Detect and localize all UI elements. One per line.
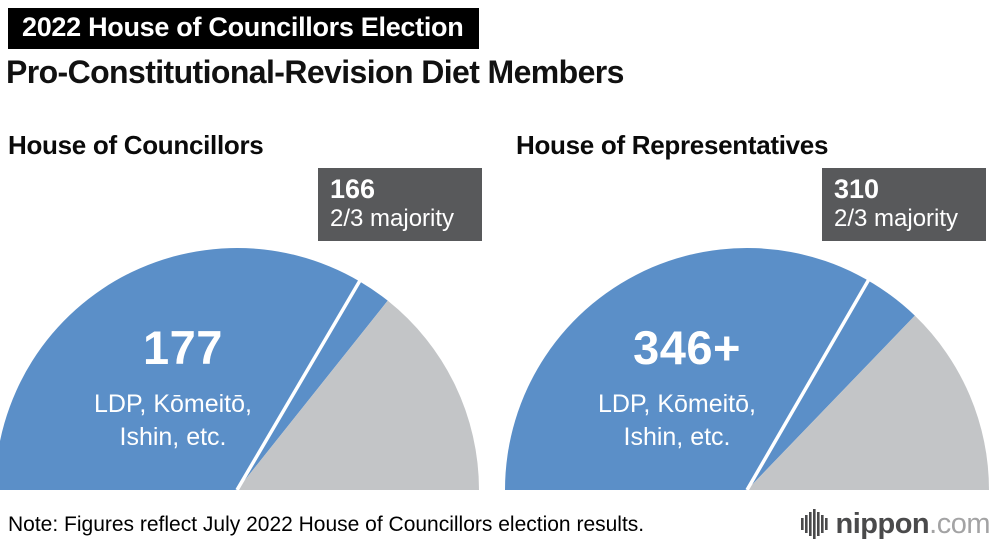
majority-callout-councillors: 166 2/3 majority [318, 168, 482, 241]
footnote: Note: Figures reflect July 2022 House of… [8, 513, 645, 536]
soundwave-bars-icon [800, 509, 828, 539]
page-title: Pro-Constitutional-Revision Diet Members [6, 54, 624, 90]
majority-label: 2/3 majority [330, 205, 455, 233]
segment-pro-revision [505, 248, 915, 490]
majority-callout-representatives: 310 2/3 majority [822, 168, 986, 241]
nippon-com-logo: nippon.com [800, 505, 990, 543]
segment-other [747, 315, 989, 490]
majority-label: 2/3 majority [834, 205, 959, 233]
chart-title-councillors: House of Councillors [8, 130, 264, 160]
semicircle-chart-representatives [505, 233, 989, 491]
majority-line [235, 234, 388, 491]
logo-name: nippon [835, 507, 930, 540]
majority-value: 310 [834, 174, 880, 204]
value-label-representatives: 346+ [562, 320, 812, 375]
group-label-representatives: LDP, Kōmeitō, Ishin, etc. [598, 390, 756, 451]
value-label-councillors: 177 [58, 320, 308, 375]
pro-revision-count: 346+ [633, 321, 741, 374]
top-banner: 2022 House of Councillors Election [8, 8, 480, 49]
majority-value: 166 [330, 174, 376, 204]
segment-pro-revision [0, 248, 388, 490]
group-label-councillors: LDP, Kōmeitō, Ishin, etc. [94, 390, 252, 451]
chart-title-representatives: House of Representatives [516, 130, 829, 160]
pro-revision-count: 177 [143, 321, 223, 374]
majority-line [745, 233, 897, 491]
segment-other [237, 300, 479, 490]
logo-tld: .com [929, 507, 990, 540]
banner-label: 2022 House of Councillors Election [22, 12, 464, 42]
semicircle-chart-councillors [0, 234, 479, 491]
